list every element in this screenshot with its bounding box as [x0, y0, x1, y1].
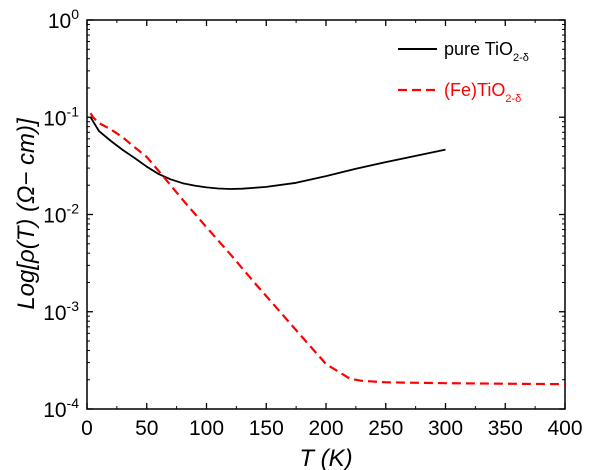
y-tick-label: 10-4: [43, 395, 79, 422]
plot-frame: [86, 19, 566, 410]
x-tick-label: 300: [428, 417, 463, 440]
x-tick-label: 150: [249, 417, 284, 440]
legend: pure TiO2-δ (Fe)TiO2-δ: [398, 39, 529, 105]
series-layer: [89, 112, 566, 386]
series-line-pure-tio2: [89, 116, 446, 190]
x-tick-label: 350: [488, 417, 523, 440]
x-tick-label: 50: [135, 417, 158, 440]
x-axis-title: T (K): [299, 445, 352, 470]
legend-label-fe: (Fe)TiO2-δ: [444, 80, 521, 105]
x-tick-label: 250: [368, 417, 403, 440]
series-line-fe-tio2: [89, 112, 566, 386]
x-tick-label: 100: [189, 417, 224, 440]
x-tick-label: 400: [547, 417, 582, 440]
y-tick-label: 100: [48, 6, 79, 33]
x-tick-label: 0: [81, 417, 93, 440]
x-tick-label: 200: [308, 417, 343, 440]
y-axis-title: Log[ρ(T) (Ω− cm)]: [13, 117, 40, 310]
y-tick-label: 10-2: [43, 201, 79, 228]
x-axis-ticks: 0 50 100 150 200 250 300 350 400: [81, 20, 583, 440]
legend-label-pure: pure TiO2-δ: [444, 39, 529, 64]
y-tick-label: 10-1: [43, 103, 79, 130]
y-tick-label: 10-3: [43, 298, 79, 325]
y-axis-ticks: 100 10-1 10-2 10-3 10-4: [43, 6, 565, 422]
